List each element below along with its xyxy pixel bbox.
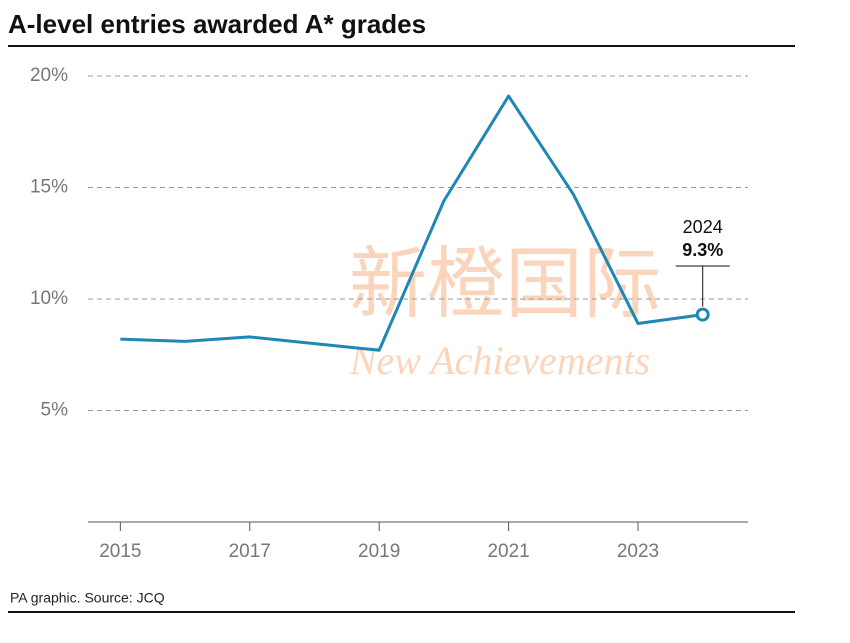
- x-tick-label: 2017: [229, 541, 271, 562]
- source: PA graphic. Source: JCQ: [10, 590, 165, 606]
- x-tick-label: 2019: [358, 541, 400, 562]
- data-line: [120, 94, 703, 352]
- y-tick-label: 20%: [30, 65, 68, 86]
- y-tick-label: 15%: [30, 177, 68, 198]
- value-label: 9.3%: [682, 240, 723, 260]
- x-tick-label: 2015: [99, 541, 141, 562]
- y-tick-label: 10%: [30, 288, 68, 309]
- watermark: New Achievements: [349, 338, 650, 383]
- x-tick-label: 2021: [487, 541, 529, 562]
- x-tick-label: 2023: [617, 541, 659, 562]
- watermark: 新橙国际: [349, 240, 661, 328]
- point-marker: [695, 307, 710, 322]
- chart-title: A-level entries awarded A* grades: [8, 9, 426, 39]
- annotation-title: 2024: [683, 217, 723, 237]
- y-tick-label: 5%: [41, 400, 69, 421]
